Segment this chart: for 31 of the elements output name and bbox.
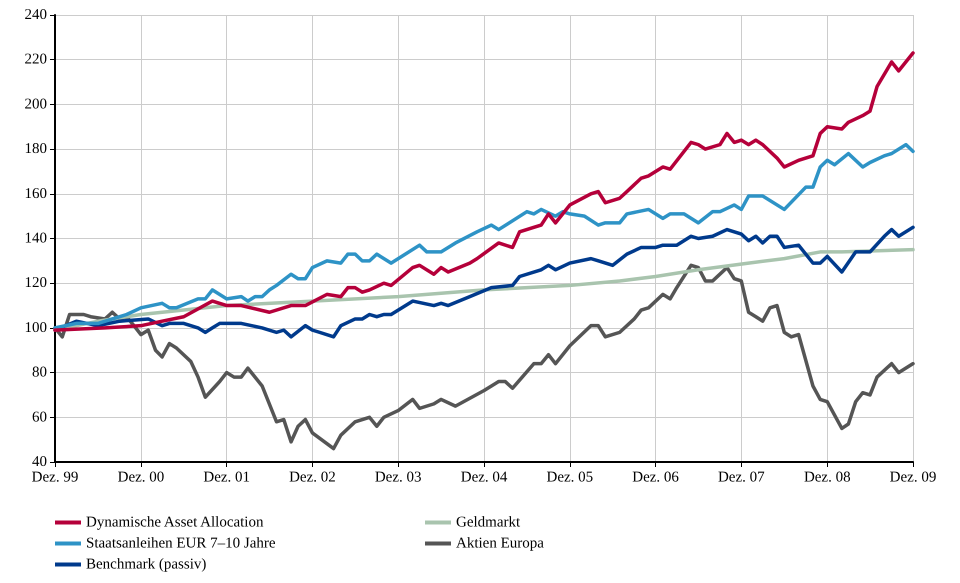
x-tick-label: Dez. 99 [32,470,78,486]
y-tick-label: 80 [32,364,47,381]
x-tick-label: Dez. 08 [804,470,851,486]
line-series [53,51,915,332]
x-tick-label: Dez. 01 [203,470,250,486]
y-tick-label: 220 [24,52,47,68]
y-tick-label: 200 [24,96,47,112]
y-tick-label: 160 [24,186,47,202]
y-tick-label: 120 [24,275,47,292]
y-tick-label: 140 [24,230,47,246]
legend-label: Staatsanleihen EUR 7–10 Jahre [86,536,276,552]
x-tick-label: Dez. 02 [289,470,336,486]
y-tick-label: 180 [24,141,47,158]
x-tick-label: Dez. 06 [632,470,680,486]
line-series [53,264,915,450]
x-tick-label: Dez. 09 [890,470,936,486]
legend-label: Aktien Europa [456,536,544,552]
y-tick-label: 100 [24,320,47,336]
x-tick-label: Dez. 07 [718,470,766,486]
y-tick-label: 40 [32,454,47,470]
legend-label: Dynamische Asset Allocation [86,514,264,530]
y-tick-label: 60 [32,409,47,426]
x-tick-label: Dez. 03 [374,470,422,486]
legend-label: Geldmarkt [456,514,521,530]
x-tick-label: Dez. 05 [546,470,594,486]
x-tick-label: Dez. 04 [460,470,508,486]
line-series [53,226,915,339]
line-series [53,142,915,330]
legend-label: Benchmark (passiv) [86,556,206,572]
y-tick-label: 240 [24,7,47,23]
x-tick-label: Dez. 00 [118,470,164,486]
